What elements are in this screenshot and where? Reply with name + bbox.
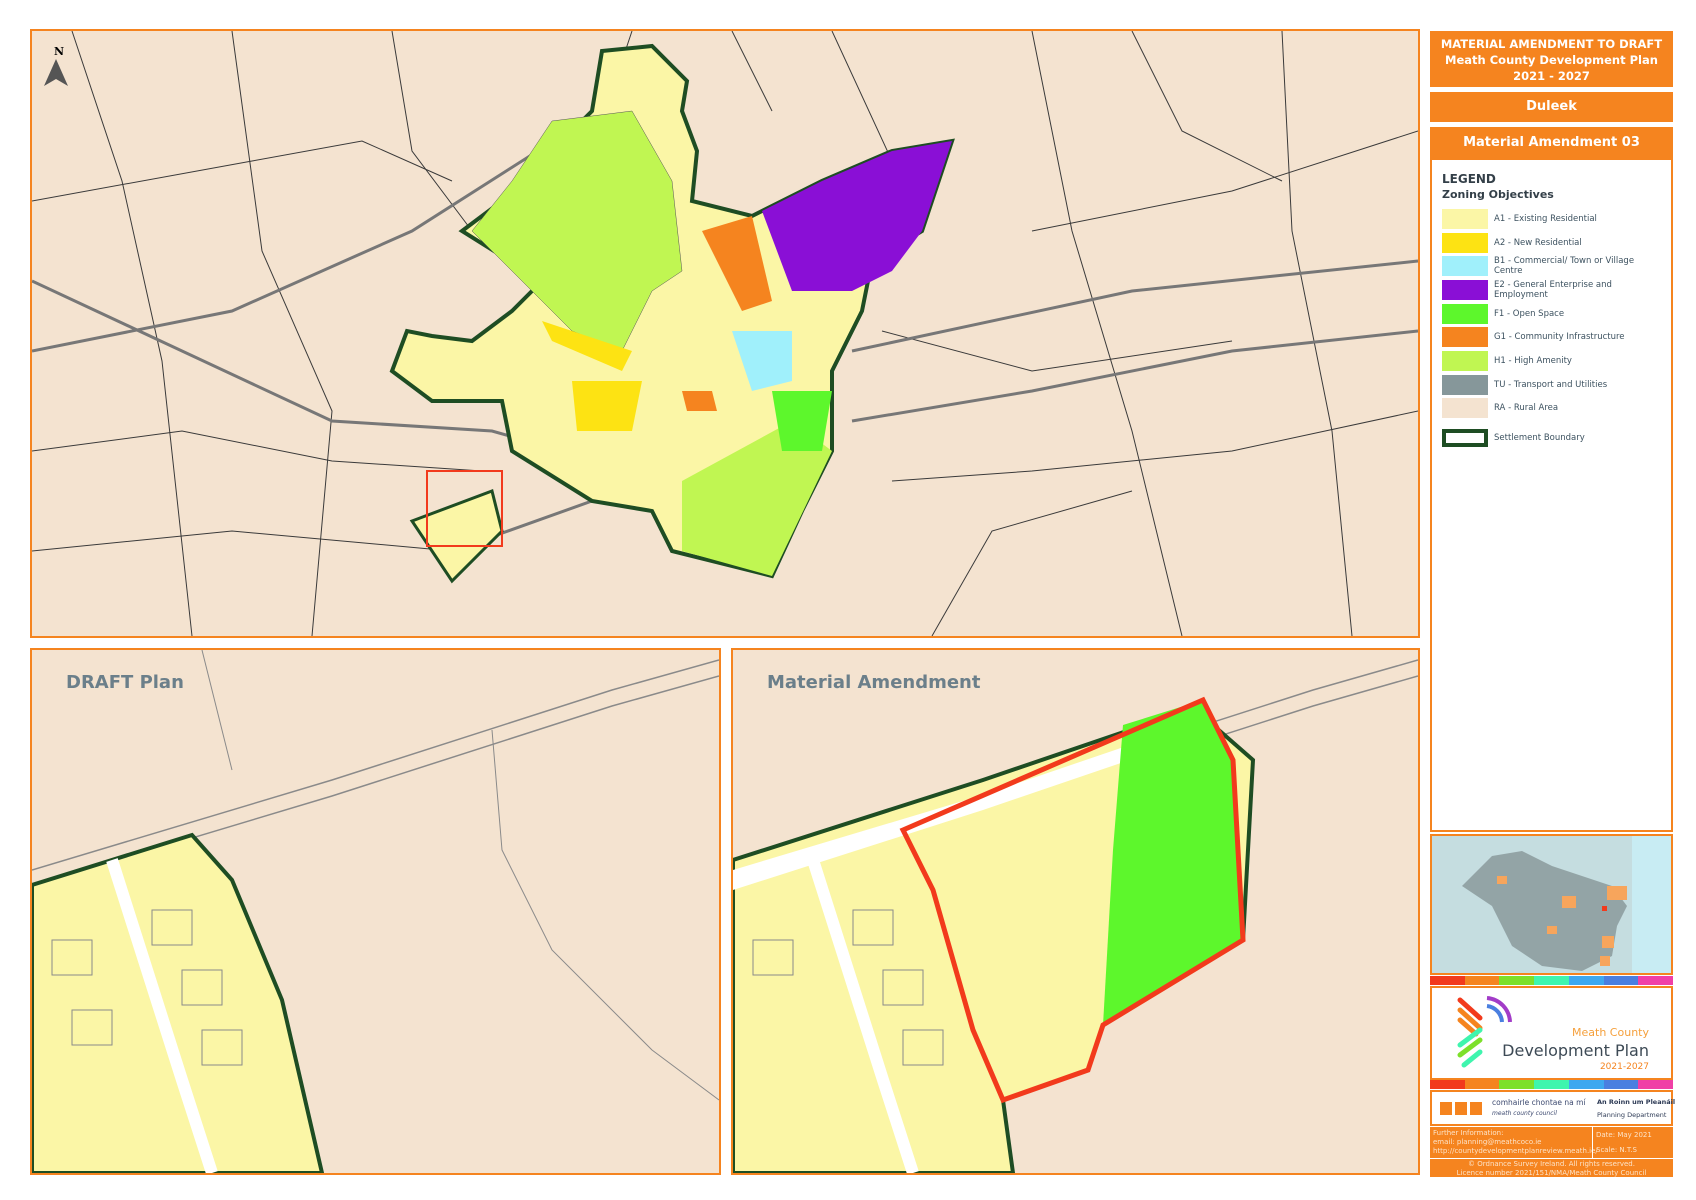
settlement-name: Duleek	[1430, 92, 1673, 122]
north-arrow: N	[44, 45, 68, 86]
zone-f1-open-space	[772, 391, 832, 451]
copyright: © Ordnance Survey Ireland. All rights re…	[1468, 1160, 1635, 1168]
zone-e2-enterprise	[762, 141, 952, 291]
info-email[interactable]: email: planning@meathcoco.ie	[1433, 1138, 1542, 1146]
settlement-boundary	[32, 832, 325, 1173]
footer-info: Further Information: email: planning@mea…	[1430, 1127, 1673, 1177]
main-map-svg: N	[32, 31, 1418, 636]
legend-label: G1 - Community Infrastructure	[1494, 332, 1625, 343]
color-strip-bottom	[1430, 1080, 1674, 1089]
field-boundaries	[32, 31, 1418, 636]
legend-item: E2 - General Enterprise and Employment	[1442, 278, 1661, 302]
legend-swatch	[1442, 232, 1488, 253]
council-english: meath county council	[1492, 1110, 1557, 1117]
legend-label: A1 - Existing Residential	[1494, 213, 1597, 224]
legend-item: Settlement Boundary	[1442, 426, 1661, 450]
amendment-number: Material Amendment 03	[1430, 127, 1673, 158]
legend-swatch	[1442, 350, 1488, 371]
scale: Scale: N.T.S	[1596, 1146, 1637, 1154]
locator-map-svg	[1462, 836, 1671, 973]
legend-swatch	[1442, 208, 1488, 229]
logo-line-1: Meath County	[1572, 1026, 1649, 1039]
amendment-svg	[733, 659, 1418, 1173]
boundary-swatch	[1442, 429, 1488, 448]
main-map[interactable]: N	[30, 29, 1420, 638]
legend-item: RA - Rural Area	[1442, 397, 1661, 421]
legend-swatch	[1442, 327, 1488, 348]
title-block: MATERIAL AMENDMENT TO DRAFT Meath County…	[1430, 29, 1676, 1177]
amendment-area-open-space	[1103, 700, 1243, 1025]
legend-label: F1 - Open Space	[1494, 308, 1565, 319]
legend-heading: LEGEND	[1442, 172, 1496, 186]
legend-item: B1 - Commercial/ Town or Village Centre	[1442, 254, 1661, 278]
legend-item: A2 - New Residential	[1442, 231, 1661, 255]
council-irish: comhairle chontae na mí	[1492, 1098, 1586, 1107]
legend-item: G1 - Community Infrastructure	[1442, 325, 1661, 349]
plan-logo: Meath County Development Plan 2021-2027	[1430, 986, 1673, 1080]
title-line-2: Meath County Development Plan	[1445, 53, 1658, 67]
panel-title-draft: DRAFT Plan	[66, 672, 184, 693]
amendment-location-marker[interactable]	[426, 470, 503, 547]
material-amendment-panel[interactable]: Material Amendment	[731, 648, 1420, 1175]
zone-h1-south	[682, 421, 832, 576]
draft-plan-svg	[32, 650, 719, 1173]
title-line-1: MATERIAL AMENDMENT TO DRAFT	[1440, 37, 1663, 51]
logo-line-2: Development Plan	[1502, 1041, 1649, 1060]
legend-label: A2 - New Residential	[1494, 237, 1582, 248]
legend-swatch	[1442, 256, 1488, 277]
legend-swatch	[1442, 398, 1488, 419]
legend-label: B1 - Commercial/ Town or Village Centre	[1494, 256, 1635, 277]
info-label: Further Information:	[1433, 1129, 1504, 1137]
legend-item: H1 - High Amenity	[1442, 349, 1661, 373]
plan-logo-icon	[1457, 996, 1512, 1068]
panel-title-amendment: Material Amendment	[767, 672, 981, 693]
legend-label: H1 - High Amenity	[1494, 355, 1572, 366]
legend-swatch	[1442, 279, 1488, 300]
zone-a1-outlier	[409, 489, 504, 584]
zone-a2-new-residential	[542, 321, 632, 371]
legend-item: A1 - Existing Residential	[1442, 207, 1661, 231]
legend-label: TU - Transport and Utilities	[1494, 379, 1608, 390]
date: Date: May 2021	[1596, 1131, 1652, 1139]
legend-label: Settlement Boundary	[1494, 433, 1585, 444]
plan-title: MATERIAL AMENDMENT TO DRAFT Meath County…	[1430, 31, 1673, 87]
legend-swatch	[1442, 303, 1488, 324]
draft-plan-panel[interactable]: DRAFT Plan	[30, 648, 721, 1175]
north-label: N	[54, 45, 64, 58]
color-strip-top	[1430, 976, 1674, 985]
legend-label: E2 - General Enterprise and Employment	[1494, 279, 1612, 300]
council-block: comhairle chontae na mí meath county cou…	[1430, 1090, 1676, 1126]
dept-english: Planning Department	[1597, 1111, 1667, 1119]
legend-swatch	[1442, 374, 1488, 395]
zone-a2-new-residential-2	[572, 381, 642, 431]
locator-map	[1430, 834, 1673, 975]
dept-irish: An Roinn um Pleanáil	[1597, 1098, 1676, 1106]
zone-g1-community	[702, 216, 772, 311]
info-url[interactable]: http://countydevelopmentplanreview.meath…	[1433, 1147, 1598, 1155]
zone-g1-small	[682, 391, 717, 411]
zone-b1-town-centre	[732, 331, 792, 391]
title-line-3: 2021 - 2027	[1513, 69, 1590, 83]
legend-item: TU - Transport and Utilities	[1442, 373, 1661, 397]
logo-line-3: 2021-2027	[1599, 1062, 1649, 1072]
legend-label: RA - Rural Area	[1494, 403, 1559, 414]
legend-item: F1 - Open Space	[1442, 302, 1661, 326]
legend-subheading: Zoning Objectives	[1442, 188, 1554, 201]
legend: LEGEND Zoning Objectives A1 - Existing R…	[1430, 158, 1673, 832]
amendment-outline[interactable]	[899, 696, 1246, 1104]
council-crest-icon	[1440, 1102, 1484, 1115]
licence: Licence number 2021/151/NMA/Meath County…	[1456, 1168, 1647, 1177]
